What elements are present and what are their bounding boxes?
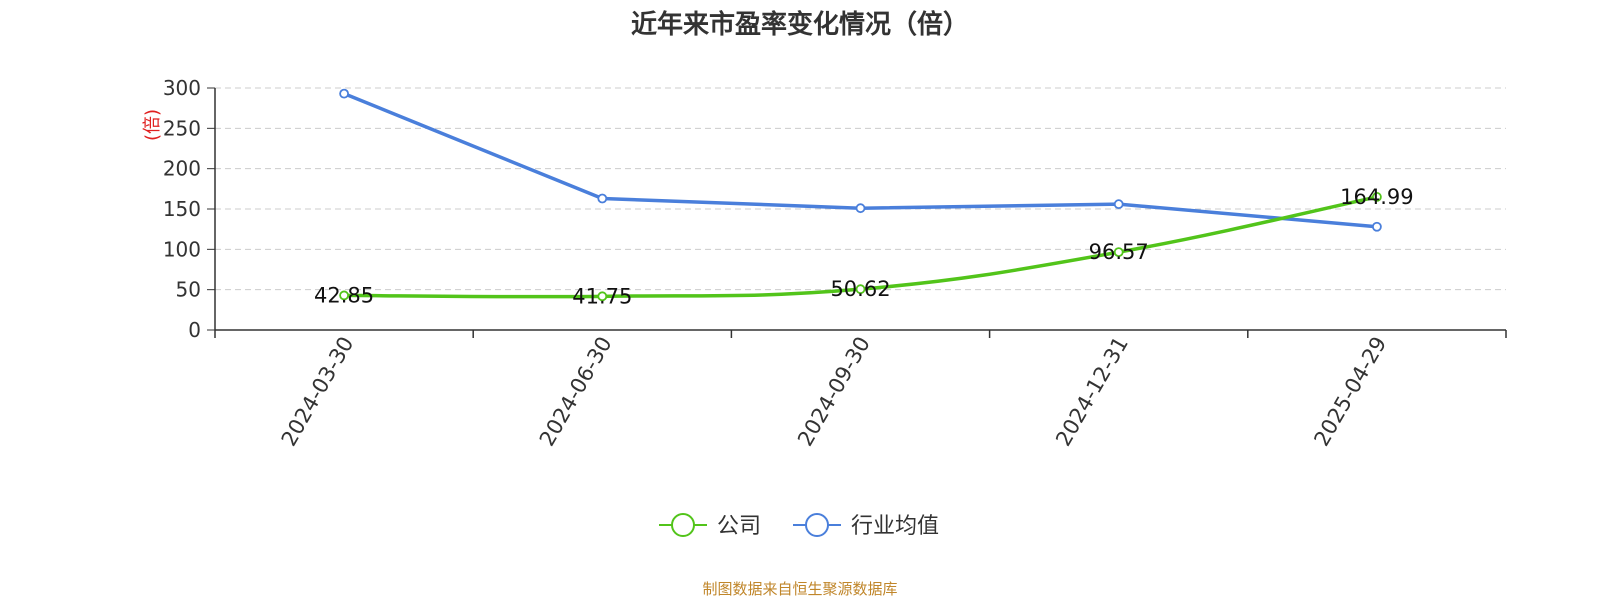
y-tick-label: 0 bbox=[188, 318, 201, 342]
x-tick-label: 2025-04-29 bbox=[1309, 333, 1391, 451]
legend-item-company[interactable]: 公司 bbox=[659, 513, 761, 539]
point-industry[interactable] bbox=[1113, 199, 1124, 210]
x-tick-label: 2024-06-30 bbox=[535, 333, 617, 451]
point-company[interactable] bbox=[597, 291, 608, 302]
y-tick-label: 150 bbox=[163, 197, 201, 221]
point-company[interactable] bbox=[339, 290, 350, 301]
series-lines bbox=[339, 88, 1382, 302]
point-industry[interactable] bbox=[1372, 221, 1382, 232]
data-label-company: 164.99 bbox=[1340, 185, 1413, 209]
y-tick-label: 100 bbox=[163, 237, 201, 261]
x-tick-label: 2024-03-30 bbox=[277, 333, 359, 451]
data-labels: 42.85 41.75 50.62 96.57 164.99 bbox=[314, 185, 1414, 308]
point-industry[interactable] bbox=[597, 193, 608, 204]
y-tick-label: 300 bbox=[163, 76, 201, 100]
y-tick-label: 200 bbox=[163, 157, 201, 181]
data-label-company: 50.62 bbox=[830, 277, 890, 301]
point-company[interactable] bbox=[855, 284, 866, 295]
legend-item-industry[interactable]: 行业均值 bbox=[793, 513, 939, 539]
legend-marker bbox=[805, 513, 829, 537]
axes: 0 50 100 150 200 250 300 2024-03-30 2024-06-30 20… bbox=[163, 76, 1507, 451]
chart-title: 近年来市盈率变化情况（倍） bbox=[631, 9, 969, 40]
data-source-note: 制图数据来自恒生聚源数据库 bbox=[702, 580, 898, 598]
data-label-company: 96.57 bbox=[1089, 240, 1149, 264]
point-industry[interactable] bbox=[855, 203, 866, 214]
legend-label: 行业均值 bbox=[851, 514, 939, 539]
y-tick-label: 250 bbox=[163, 116, 201, 140]
legend-marker bbox=[671, 513, 695, 537]
y-axis-label: (倍) bbox=[142, 109, 163, 141]
y-tick-label: 50 bbox=[176, 278, 201, 302]
data-label-company: 42.85 bbox=[314, 283, 374, 307]
data-label-company: 41.75 bbox=[572, 284, 632, 308]
legend-label: 公司 bbox=[717, 514, 761, 539]
legend[interactable]: 公司 行业均值 bbox=[659, 513, 939, 539]
x-tick-label: 2024-12-31 bbox=[1051, 333, 1133, 451]
x-tick-label: 2024-09-30 bbox=[793, 333, 875, 451]
point-company[interactable] bbox=[1372, 192, 1382, 202]
point-company[interactable] bbox=[1113, 247, 1124, 258]
point-industry[interactable] bbox=[339, 88, 350, 99]
